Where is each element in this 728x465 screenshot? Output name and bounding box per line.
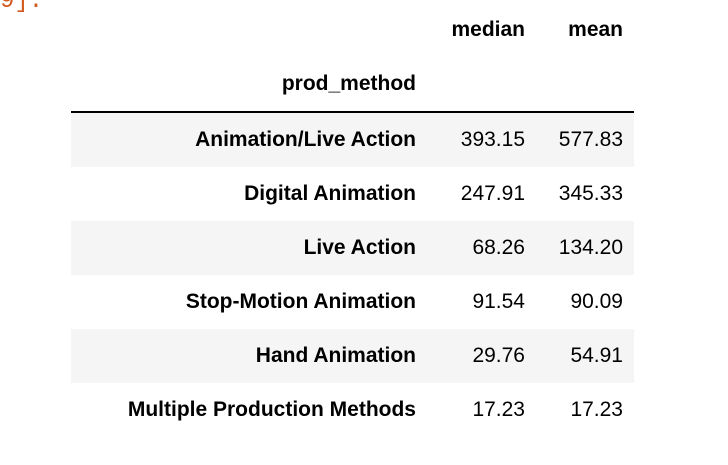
median-value: 68.26 [472,236,525,259]
mean-value: 577.83 [558,128,623,151]
index-name-row: prod_method [71,57,634,112]
index-name-blank-median [416,57,525,112]
median-value: 247.91 [460,182,525,205]
index-name-blank-mean [525,57,634,112]
median-value: 91.54 [472,290,525,313]
row-label: Multiple Production Methods [127,398,416,421]
cell-prompt-fragment: 9]: [0,0,44,15]
column-header-row: median mean [71,3,634,57]
median-value: 17.23 [472,398,525,421]
table-row: Stop-Motion Animation 91.54 90.09 [71,275,634,329]
row-label: Stop-Motion Animation [185,290,416,313]
median-value: 29.76 [472,344,525,367]
column-header-mean: mean [568,18,623,41]
table-body: Animation/Live Action 393.15 577.83 Digi… [71,112,634,437]
mean-value: 345.33 [558,182,623,205]
row-label: Digital Animation [244,182,416,205]
table-row: Multiple Production Methods 17.23 17.23 [71,383,634,437]
dataframe-table: median mean prod_method Animation/Live A… [71,3,634,437]
mean-value: 54.91 [570,344,623,367]
mean-value: 17.23 [570,398,623,421]
mean-value: 134.20 [558,236,623,259]
row-label: Live Action [303,236,416,259]
row-label: Animation/Live Action [195,128,416,151]
median-value: 393.15 [460,128,525,151]
table-header: median mean prod_method [71,3,634,112]
row-label: Hand Animation [255,344,416,367]
column-header-median: median [451,18,525,41]
table-row: Live Action 68.26 134.20 [71,221,634,275]
table-row: Hand Animation 29.76 54.91 [71,329,634,383]
table-row: Animation/Live Action 393.15 577.83 [71,112,634,167]
index-name-header: prod_method [281,72,416,95]
mean-value: 90.09 [570,290,623,313]
table-row: Digital Animation 247.91 345.33 [71,167,634,221]
blank-corner-cell [71,3,416,57]
